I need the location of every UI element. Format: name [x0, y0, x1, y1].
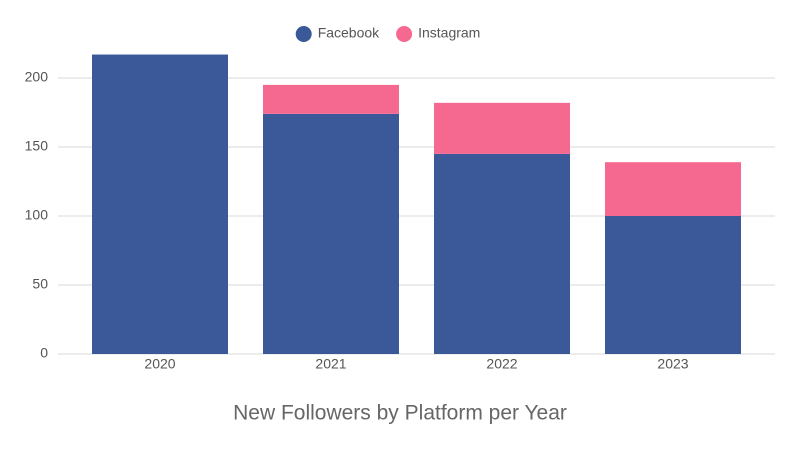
- legend-label: Instagram: [418, 25, 480, 41]
- y-tick-label: 50: [32, 276, 48, 292]
- bar-segment: [434, 102, 570, 154]
- x-tick-label: 2020: [144, 356, 175, 372]
- y-tick-label: 150: [25, 138, 49, 154]
- x-tick-label: 2023: [657, 356, 688, 372]
- bar-segment: [605, 216, 741, 354]
- legend-marker: [295, 26, 312, 42]
- bar-segment: [92, 54, 228, 354]
- x-tick-label: 2022: [486, 356, 517, 372]
- bar-segment: [605, 162, 741, 216]
- y-tick-label: 200: [25, 69, 49, 85]
- bar-segment: [434, 153, 570, 354]
- bar-segment: [263, 84, 399, 114]
- legend-label: Facebook: [318, 25, 380, 41]
- y-tick-label: 100: [25, 207, 49, 223]
- bar-segment: [263, 113, 399, 354]
- x-tick-label: 2021: [315, 356, 346, 372]
- legend-marker: [396, 26, 413, 42]
- chart-title: New Followers by Platform per Year: [233, 402, 567, 425]
- y-tick-label: 0: [40, 345, 48, 361]
